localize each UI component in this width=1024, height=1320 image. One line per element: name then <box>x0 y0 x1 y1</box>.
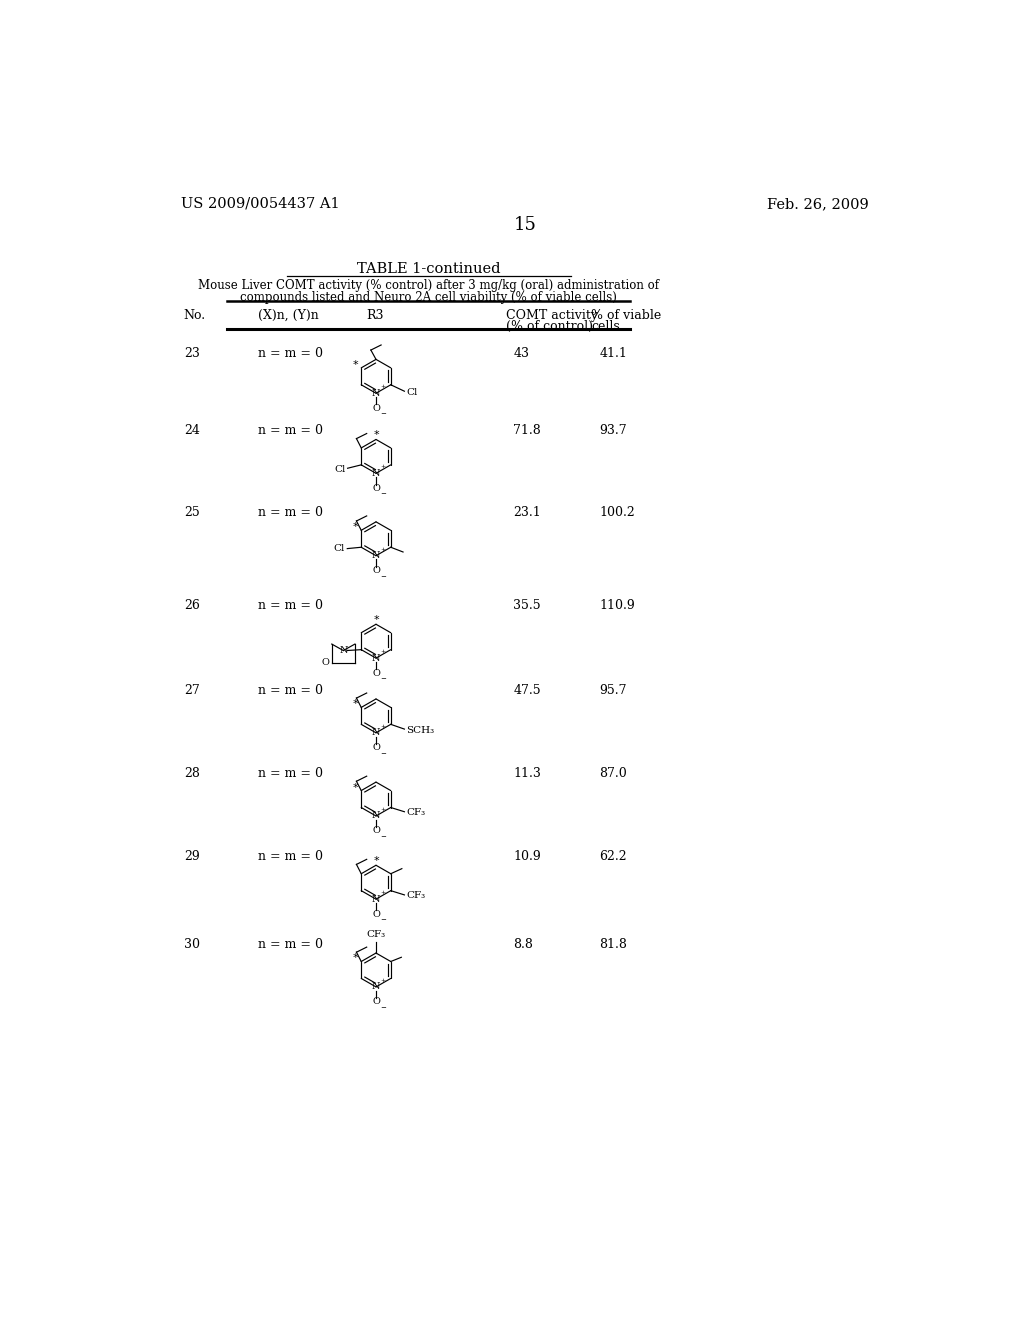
Text: O: O <box>372 909 380 919</box>
Text: 15: 15 <box>513 216 537 234</box>
Text: +: + <box>380 978 385 983</box>
Text: 95.7: 95.7 <box>599 684 627 697</box>
Text: *: * <box>353 783 358 792</box>
Text: *: * <box>374 430 380 440</box>
Text: Cl: Cl <box>334 544 345 553</box>
Text: TABLE 1-continued: TABLE 1-continued <box>357 263 501 276</box>
Text: 81.8: 81.8 <box>599 937 627 950</box>
Text: +: + <box>380 465 385 470</box>
Text: 93.7: 93.7 <box>599 424 627 437</box>
Text: cells: cells <box>592 321 621 333</box>
Text: 25: 25 <box>183 507 200 520</box>
Text: (X)n, (Y)n: (X)n, (Y)n <box>258 309 318 322</box>
Text: +: + <box>380 546 385 552</box>
Text: n = m = 0: n = m = 0 <box>258 424 324 437</box>
Text: N: N <box>372 469 380 478</box>
Text: 26: 26 <box>183 599 200 612</box>
Text: 41.1: 41.1 <box>599 347 627 360</box>
Text: −: − <box>380 411 386 417</box>
Text: +: + <box>380 723 385 729</box>
Text: 43: 43 <box>513 347 529 360</box>
Text: O: O <box>372 404 380 413</box>
Text: N: N <box>339 645 347 655</box>
Text: N: N <box>372 552 380 560</box>
Text: R3: R3 <box>367 309 384 322</box>
Text: 62.2: 62.2 <box>599 850 627 863</box>
Text: n = m = 0: n = m = 0 <box>258 507 324 520</box>
Text: −: − <box>380 751 386 756</box>
Text: 71.8: 71.8 <box>513 424 541 437</box>
Text: N: N <box>372 653 380 663</box>
Text: n = m = 0: n = m = 0 <box>258 599 324 612</box>
Text: −: − <box>380 917 386 923</box>
Text: N: N <box>372 389 380 397</box>
Text: 35.5: 35.5 <box>513 599 541 612</box>
Text: 23: 23 <box>183 347 200 360</box>
Text: −: − <box>380 834 386 840</box>
Text: 100.2: 100.2 <box>599 507 635 520</box>
Text: CF₃: CF₃ <box>407 808 426 817</box>
Text: (% of control): (% of control) <box>506 321 593 333</box>
Text: 30: 30 <box>183 937 200 950</box>
Text: Feb. 26, 2009: Feb. 26, 2009 <box>767 197 869 211</box>
Text: 10.9: 10.9 <box>513 850 541 863</box>
Text: *: * <box>353 700 358 709</box>
Text: O: O <box>372 826 380 836</box>
Text: 23.1: 23.1 <box>513 507 541 520</box>
Text: 11.3: 11.3 <box>513 767 541 780</box>
Text: n = m = 0: n = m = 0 <box>258 937 324 950</box>
Text: n = m = 0: n = m = 0 <box>258 347 324 360</box>
Text: O: O <box>372 743 380 752</box>
Text: n = m = 0: n = m = 0 <box>258 850 324 863</box>
Text: CF₃: CF₃ <box>367 929 386 939</box>
Text: 24: 24 <box>183 424 200 437</box>
Text: 47.5: 47.5 <box>513 684 541 697</box>
Text: −: − <box>380 1005 386 1011</box>
Text: O: O <box>372 668 380 677</box>
Text: +: + <box>380 807 385 812</box>
Text: 28: 28 <box>183 767 200 780</box>
Text: O: O <box>322 659 330 667</box>
Text: n = m = 0: n = m = 0 <box>258 684 324 697</box>
Text: COMT activity: COMT activity <box>506 309 598 322</box>
Text: *: * <box>353 953 358 964</box>
Text: N: N <box>372 729 380 738</box>
Text: % of viable: % of viable <box>592 309 662 322</box>
Text: −: − <box>380 574 386 579</box>
Text: 87.0: 87.0 <box>599 767 627 780</box>
Text: SCH₃: SCH₃ <box>407 726 434 735</box>
Text: *: * <box>374 855 380 866</box>
Text: N: N <box>372 895 380 904</box>
Text: Cl: Cl <box>407 388 418 397</box>
Text: O: O <box>372 483 380 492</box>
Text: compounds listed and Neuro 2A cell viability (% of viable cells): compounds listed and Neuro 2A cell viabi… <box>241 290 617 304</box>
Text: *: * <box>374 615 380 624</box>
Text: +: + <box>380 890 385 895</box>
Text: 29: 29 <box>183 850 200 863</box>
Text: Cl: Cl <box>334 465 345 474</box>
Text: +: + <box>380 384 385 389</box>
Text: 8.8: 8.8 <box>513 937 534 950</box>
Text: N: N <box>372 812 380 821</box>
Text: *: * <box>353 360 358 370</box>
Text: −: − <box>380 676 386 682</box>
Text: O: O <box>372 998 380 1006</box>
Text: O: O <box>372 566 380 576</box>
Text: N: N <box>372 982 380 991</box>
Text: 110.9: 110.9 <box>599 599 635 612</box>
Text: CF₃: CF₃ <box>407 891 426 900</box>
Text: 27: 27 <box>183 684 200 697</box>
Text: +: + <box>380 649 385 655</box>
Text: n = m = 0: n = m = 0 <box>258 767 324 780</box>
Text: *: * <box>353 521 358 532</box>
Text: No.: No. <box>183 309 206 322</box>
Text: US 2009/0054437 A1: US 2009/0054437 A1 <box>180 197 339 211</box>
Text: −: − <box>380 491 386 498</box>
Text: Mouse Liver COMT activity (% control) after 3 mg/kg (oral) administration of: Mouse Liver COMT activity (% control) af… <box>199 280 659 292</box>
